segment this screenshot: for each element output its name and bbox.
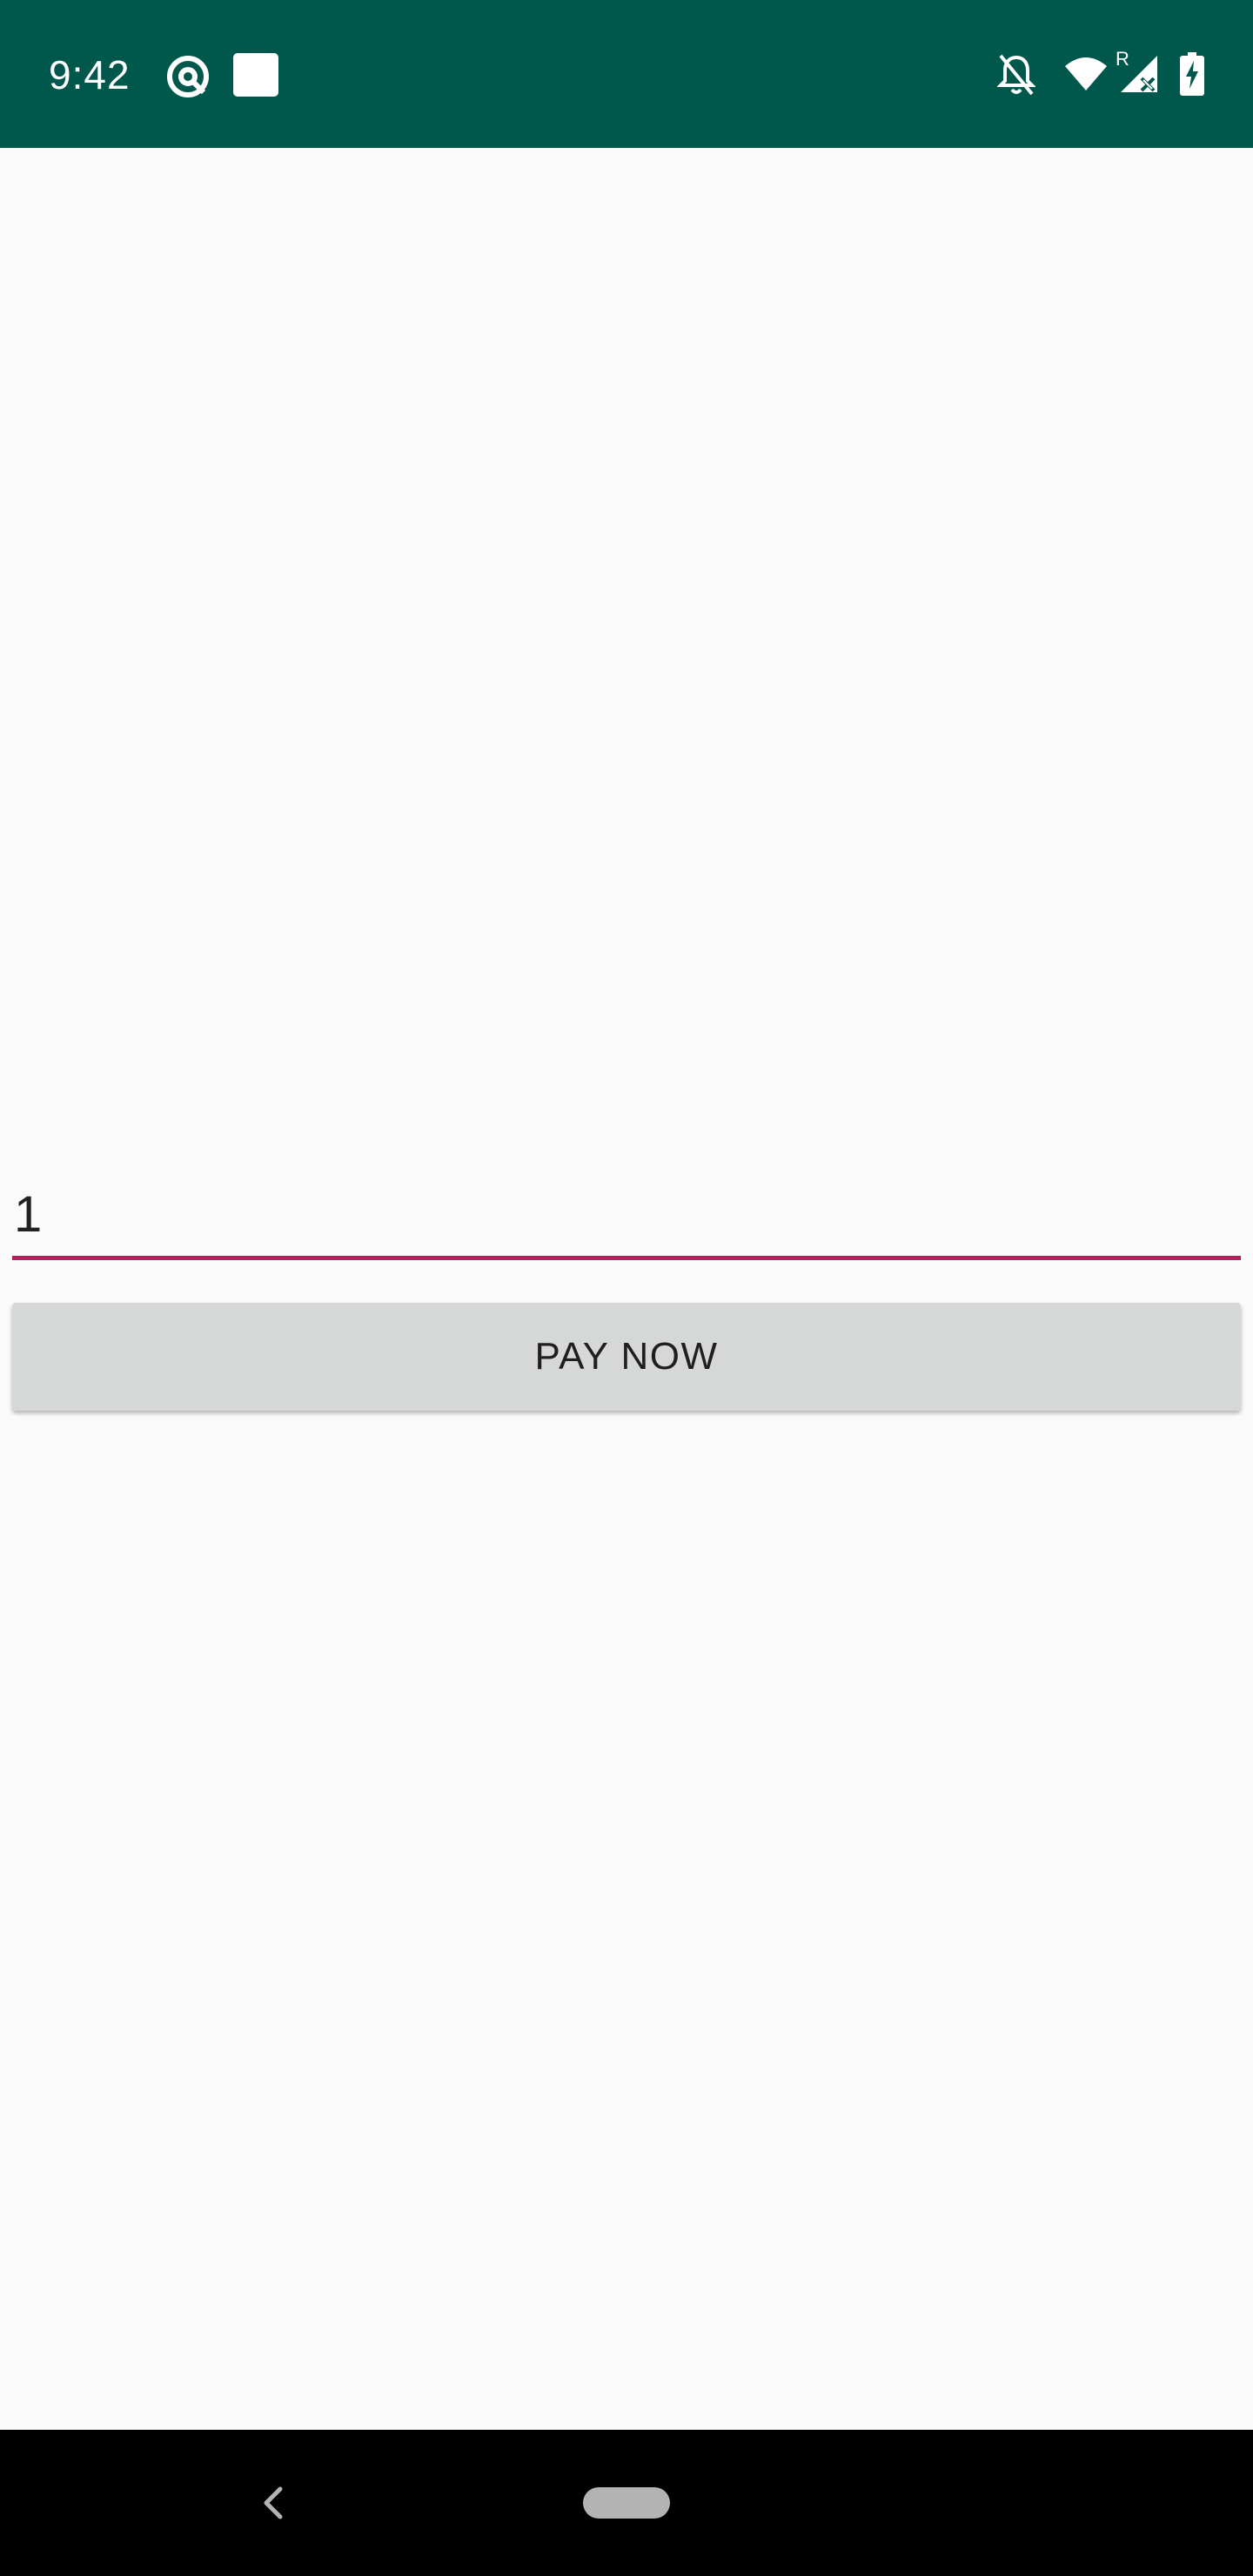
wifi-icon	[1065, 57, 1107, 91]
back-icon[interactable]	[254, 2477, 289, 2529]
square-notification-icon	[233, 53, 278, 97]
navigation-bar	[0, 2430, 1253, 2576]
status-time: 9:42	[49, 52, 131, 97]
amount-input[interactable]	[12, 1173, 1241, 1260]
main-content	[0, 148, 1253, 2430]
pay-now-label: PAY NOW	[534, 1335, 719, 1378]
status-bar: 9:42 R	[0, 0, 1253, 148]
at-sign-icon	[167, 56, 209, 97]
roaming-label: R	[1116, 48, 1129, 70]
pay-now-button[interactable]: PAY NOW	[12, 1303, 1241, 1411]
home-pill-icon[interactable]	[583, 2487, 670, 2519]
battery-charging-icon	[1180, 52, 1204, 96]
notifications-off-icon	[997, 54, 1035, 96]
signal-roaming-no-data-icon	[1121, 56, 1157, 92]
